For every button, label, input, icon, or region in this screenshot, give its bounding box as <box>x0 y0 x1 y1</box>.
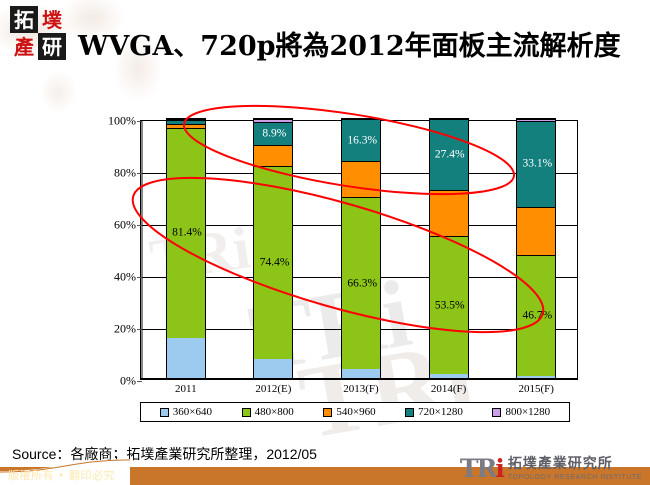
bar-segment[interactable]: 53.5% <box>429 235 468 375</box>
bar-segment[interactable] <box>342 369 380 378</box>
legend-item[interactable]: 540×960 <box>323 406 376 418</box>
bar-segment-value-label: 33.1% <box>522 157 553 170</box>
x-axis-tick-label: 2011 <box>175 383 197 395</box>
y-axis-tick-mark <box>137 277 142 278</box>
tri-logo-tr: TR <box>459 454 497 483</box>
bar-segment[interactable] <box>429 189 468 236</box>
legend-swatch-icon <box>405 407 415 417</box>
legend-item[interactable]: 720×1280 <box>405 406 463 418</box>
chart-bar[interactable]: 53.5% 27.4% 2014(F) <box>428 118 469 395</box>
bar-segment-value-label: 16.3% <box>347 133 378 146</box>
bar-segment-value-label: 46.7% <box>522 309 553 322</box>
legend-label: 720×1280 <box>418 406 463 418</box>
bar-segment[interactable] <box>166 119 205 120</box>
footer-bar <box>0 467 650 485</box>
tri-logo-english: TOPOLOGY RESEARCH INSTITUTE <box>507 474 642 481</box>
legend-swatch-icon <box>241 407 251 417</box>
tri-brand-logo: 拓 墣 產 研 <box>10 6 66 60</box>
tri-logo-chinese: 拓墣產業研究所 <box>507 456 613 473</box>
bar-segment[interactable] <box>254 145 293 167</box>
x-axis-tick-label: 2014(F) <box>430 383 467 395</box>
tri-logo-text-block: 拓墣產業研究所 TOPOLOGY RESEARCH INSTITUTE <box>508 457 642 481</box>
stacked-bar-chart: 0% 20% 40% 60% 80% 100% 81.4% 2011 74.4% 8.9% 2012… <box>88 112 578 395</box>
bar-segment-value-label: 81.4% <box>172 226 202 239</box>
bar-segment-value-label: 27.4% <box>434 148 465 161</box>
y-axis-spine <box>141 121 143 378</box>
y-axis-tick-label: 0% <box>120 373 136 388</box>
chart-bar[interactable]: 46.7% 33.1% 2015(F) <box>516 118 557 395</box>
y-axis-tick-mark <box>137 381 142 382</box>
y-axis-tick-mark <box>137 173 142 174</box>
bar-segment[interactable]: 8.9% <box>254 122 293 146</box>
tri-logo-mark: TRi <box>459 454 505 483</box>
bar-segment[interactable]: 46.7% <box>517 254 556 376</box>
chart-legend: 360×640 480×800 540×960 720×1280 800×1280 <box>140 402 570 422</box>
legend-label: 480×800 <box>254 406 294 418</box>
legend-swatch-icon <box>323 407 333 417</box>
bar-segment[interactable] <box>254 358 293 378</box>
logo-glyph-2: 墣 <box>42 7 62 32</box>
y-axis-tick-mark <box>137 225 142 226</box>
bar-segment[interactable] <box>517 206 556 255</box>
y-axis-tick-label: 80% <box>114 165 136 180</box>
source-note: Source：各廠商；拓墣產業研究所整理，2012/05 <box>12 446 317 462</box>
bar-segment-value-label: 66.3% <box>347 277 378 290</box>
logo-glyph-4: 研 <box>38 33 66 60</box>
y-axis-tick-label: 40% <box>114 269 136 284</box>
y-axis-tick-mark <box>137 121 142 122</box>
y-axis-tick-mark <box>137 329 142 330</box>
bar-segment[interactable] <box>342 161 380 198</box>
x-axis-tick-label: 2012(E) <box>255 383 292 395</box>
legend-swatch-icon <box>159 407 169 417</box>
bar-segment[interactable] <box>254 119 293 123</box>
tri-logo-i: i <box>495 454 504 483</box>
x-axis-tick-label: 2013(F) <box>343 383 379 395</box>
logo-glyph-3: 產 <box>14 34 34 59</box>
bar-segment[interactable] <box>166 338 205 378</box>
bar-segment[interactable]: 33.1% <box>517 121 556 207</box>
bar-segment[interactable] <box>429 374 468 378</box>
chart-bar[interactable]: 74.4% 8.9% 2012(E) <box>253 118 294 395</box>
bar-segment-value-label: 74.4% <box>259 256 290 269</box>
chart-bar[interactable]: 66.3% 16.3% 2013(F) <box>341 118 381 395</box>
bar-segment[interactable]: 16.3% <box>342 119 380 162</box>
y-axis-tick-label: 20% <box>114 321 136 336</box>
legend-label: 360×640 <box>172 406 212 418</box>
legend-label: 540×960 <box>336 406 376 418</box>
bar-segment[interactable]: 81.4% <box>166 127 205 339</box>
y-axis-tick-label: 100% <box>108 113 136 128</box>
bar-segment[interactable]: 27.4% <box>429 119 468 190</box>
bar-segment[interactable]: 66.3% <box>342 197 380 370</box>
bar-segment-value-label: 53.5% <box>434 298 465 311</box>
bar-segment[interactable] <box>166 124 205 128</box>
chart-plot-area: 0% 20% 40% 60% 80% 100% 81.4% 2011 74.4% 8.9% 2012… <box>108 114 578 395</box>
copyright-text: 版權所有 • 翻印必究 <box>8 469 115 482</box>
bar-segment[interactable]: 74.4% <box>254 166 293 359</box>
bar-segment[interactable] <box>517 119 556 122</box>
y-axis-tick-label: 60% <box>114 217 136 232</box>
legend-swatch-icon <box>492 407 502 417</box>
x-axis-tick-label: 2015(F) <box>518 383 554 395</box>
page-title: WVGA、720p將為2012年面板主流解析度 <box>78 31 621 62</box>
legend-label: 800×1280 <box>505 406 551 418</box>
footer-tri-logo: TRi 拓墣產業研究所 TOPOLOGY RESEARCH INSTITUTE <box>460 456 642 481</box>
chart-bar[interactable]: 81.4% 2011 <box>165 118 206 395</box>
legend-item[interactable]: 800×1280 <box>492 406 550 418</box>
legend-item[interactable]: 480×800 <box>241 406 294 418</box>
logo-glyph-1: 拓 <box>10 6 38 33</box>
legend-item[interactable]: 360×640 <box>159 406 212 418</box>
bar-segment[interactable] <box>166 120 205 125</box>
bar-segment-value-label: 8.9% <box>262 127 287 140</box>
bar-segment[interactable] <box>517 375 556 378</box>
